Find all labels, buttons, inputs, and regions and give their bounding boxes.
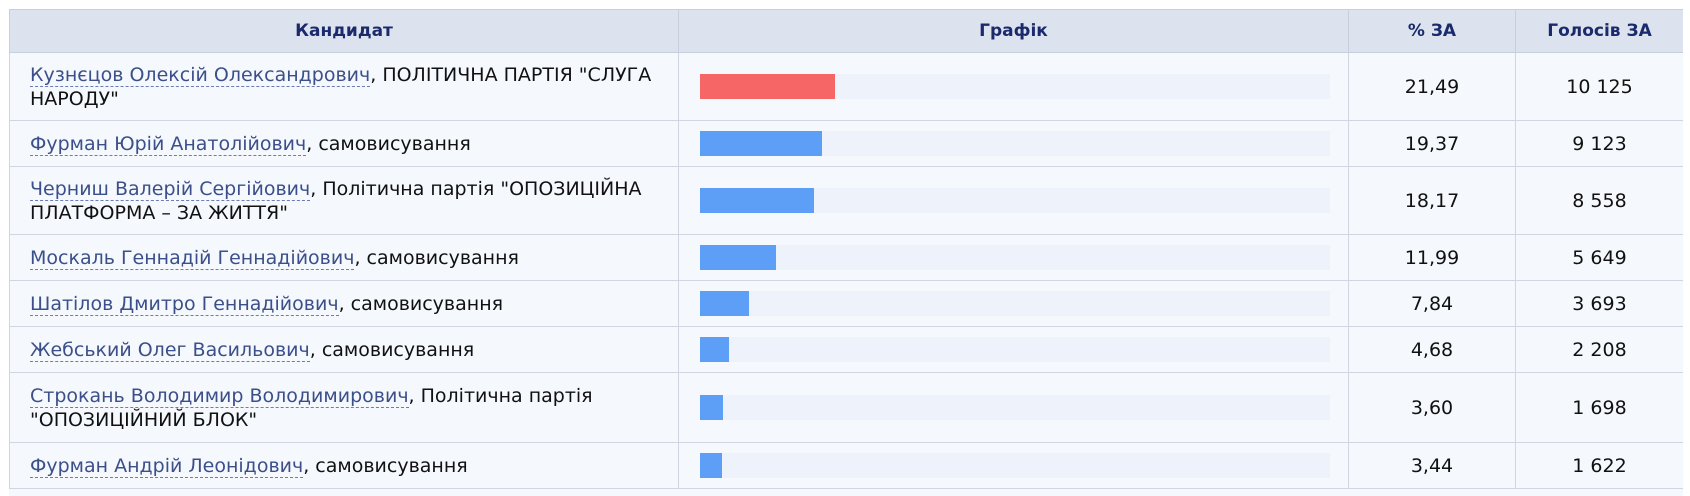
- candidate-cell: Москаль Геннадій Геннадійович, самовисув…: [9, 234, 679, 281]
- column-header: Голосів ЗА: [1515, 9, 1683, 53]
- party: , самовисування: [303, 454, 468, 477]
- candidate-link[interactable]: Шатілов Дмитро Геннадійович: [30, 292, 339, 316]
- chart-cell: [678, 234, 1349, 281]
- column-header: Графік: [678, 9, 1349, 53]
- candidate-link[interactable]: Москаль Геннадій Геннадійович: [30, 246, 355, 270]
- result-row: Черниш Валерій Сергійович, Політична пар…: [9, 166, 1683, 235]
- bar: [700, 453, 722, 478]
- votes: 8 558: [1515, 166, 1683, 235]
- chart-cell: [678, 442, 1349, 489]
- candidate-cell: Фурман Юрій Анатолійович, самовисування: [9, 120, 679, 167]
- candidate-cell: Жебський Олег Васильович, самовисування: [9, 326, 679, 373]
- chart-cell: [678, 52, 1349, 121]
- bar: [700, 245, 776, 270]
- votes: 10 125: [1515, 52, 1683, 121]
- result-row: Кузнєцов Олексій Олександрович, ПОЛІТИЧН…: [9, 52, 1683, 121]
- candidate-cell: Кузнєцов Олексій Олександрович, ПОЛІТИЧН…: [9, 52, 679, 121]
- result-row: Жебський Олег Васильович, самовисування 4…: [9, 326, 1683, 373]
- percent: 11,99: [1348, 234, 1516, 281]
- percent: 4,68: [1348, 326, 1516, 373]
- chart-cell: [678, 372, 1349, 443]
- bar-track: [700, 337, 1330, 362]
- party: , Політична партія "ОПОЗИЦІЙНА ПЛАТФОРМА…: [30, 177, 642, 224]
- percent: 21,49: [1348, 52, 1516, 121]
- candidate-cell: Черниш Валерій Сергійович, Політична пар…: [9, 166, 679, 235]
- bar-track: [700, 453, 1330, 478]
- bar-track: [700, 395, 1330, 420]
- bar-track: [700, 131, 1330, 156]
- result-row: Фурман Андрій Леонідович, самовисування 3…: [9, 442, 1683, 489]
- result-row: Строкань Володимир Володимирович, Політи…: [9, 372, 1683, 443]
- candidate-link[interactable]: Фурман Андрій Леонідович: [30, 454, 304, 478]
- chart-cell: [678, 280, 1349, 327]
- party: , самовисування: [338, 292, 504, 315]
- party: , ПОЛІТИЧНА ПАРТІЯ "СЛУГА НАРОДУ": [30, 63, 652, 110]
- party: , самовисування: [309, 338, 475, 361]
- header-row: Кандидат Графік% ЗА Голосів ЗА: [9, 9, 1683, 53]
- bar: [700, 395, 723, 420]
- bar: [700, 131, 823, 156]
- votes: 5 649: [1515, 234, 1683, 281]
- bar: [700, 337, 730, 362]
- result-row: Фурман Юрій Анатолійович, самовисування 1…: [9, 120, 1683, 167]
- candidate-link[interactable]: Строкань Володимир Володимирович: [30, 384, 409, 408]
- results-table: Кандидат Графік% ЗА Голосів ЗА Кузнєцов Ол…: [9, 9, 1683, 489]
- column-header: Кандидат: [9, 9, 679, 53]
- bar: [700, 74, 836, 99]
- candidate-link[interactable]: Кузнєцов Олексій Олександрович: [30, 63, 371, 87]
- candidate-cell: Шатілов Дмитро Геннадійович, самовисуван…: [9, 280, 679, 327]
- chart-cell: [678, 166, 1349, 235]
- party: , Політична партія "ОПОЗИЦІЙНИЙ БЛОК": [30, 384, 593, 431]
- votes: 1 622: [1515, 442, 1683, 489]
- results-panel: Кандидат Графік% ЗА Голосів ЗА Кузнєцов Ол…: [9, 9, 1683, 496]
- candidate-link[interactable]: Фурман Юрій Анатолійович: [30, 132, 307, 156]
- bar-track: [700, 188, 1330, 213]
- percent: 18,17: [1348, 166, 1516, 235]
- bar: [700, 188, 815, 213]
- bar-track: [700, 245, 1330, 270]
- party: , самовисування: [354, 246, 519, 269]
- chart-cell: [678, 120, 1349, 167]
- chart-cell: [678, 326, 1349, 373]
- candidate-link[interactable]: Жебський Олег Васильович: [30, 338, 310, 362]
- bar-track: [700, 74, 1330, 99]
- votes: 9 123: [1515, 120, 1683, 167]
- column-header: % ЗА: [1348, 9, 1516, 53]
- votes: 2 208: [1515, 326, 1683, 373]
- candidate-cell: Фурман Андрій Леонідович, самовисування: [9, 442, 679, 489]
- candidate-cell: Строкань Володимир Володимирович, Політи…: [9, 372, 679, 443]
- party: , самовисування: [306, 132, 471, 155]
- percent: 3,60: [1348, 372, 1516, 443]
- result-row: Москаль Геннадій Геннадійович, самовисув…: [9, 234, 1683, 281]
- bar: [700, 291, 750, 316]
- votes: 1 698: [1515, 372, 1683, 443]
- percent: 7,84: [1348, 280, 1516, 327]
- candidate-link[interactable]: Черниш Валерій Сергійович: [30, 177, 311, 201]
- percent: 19,37: [1348, 120, 1516, 167]
- table-body: Кузнєцов Олексій Олександрович, ПОЛІТИЧН…: [9, 52, 1683, 489]
- bar-track: [700, 291, 1330, 316]
- votes: 3 693: [1515, 280, 1683, 327]
- result-row: Шатілов Дмитро Геннадійович, самовисуван…: [9, 280, 1683, 327]
- percent: 3,44: [1348, 442, 1516, 489]
